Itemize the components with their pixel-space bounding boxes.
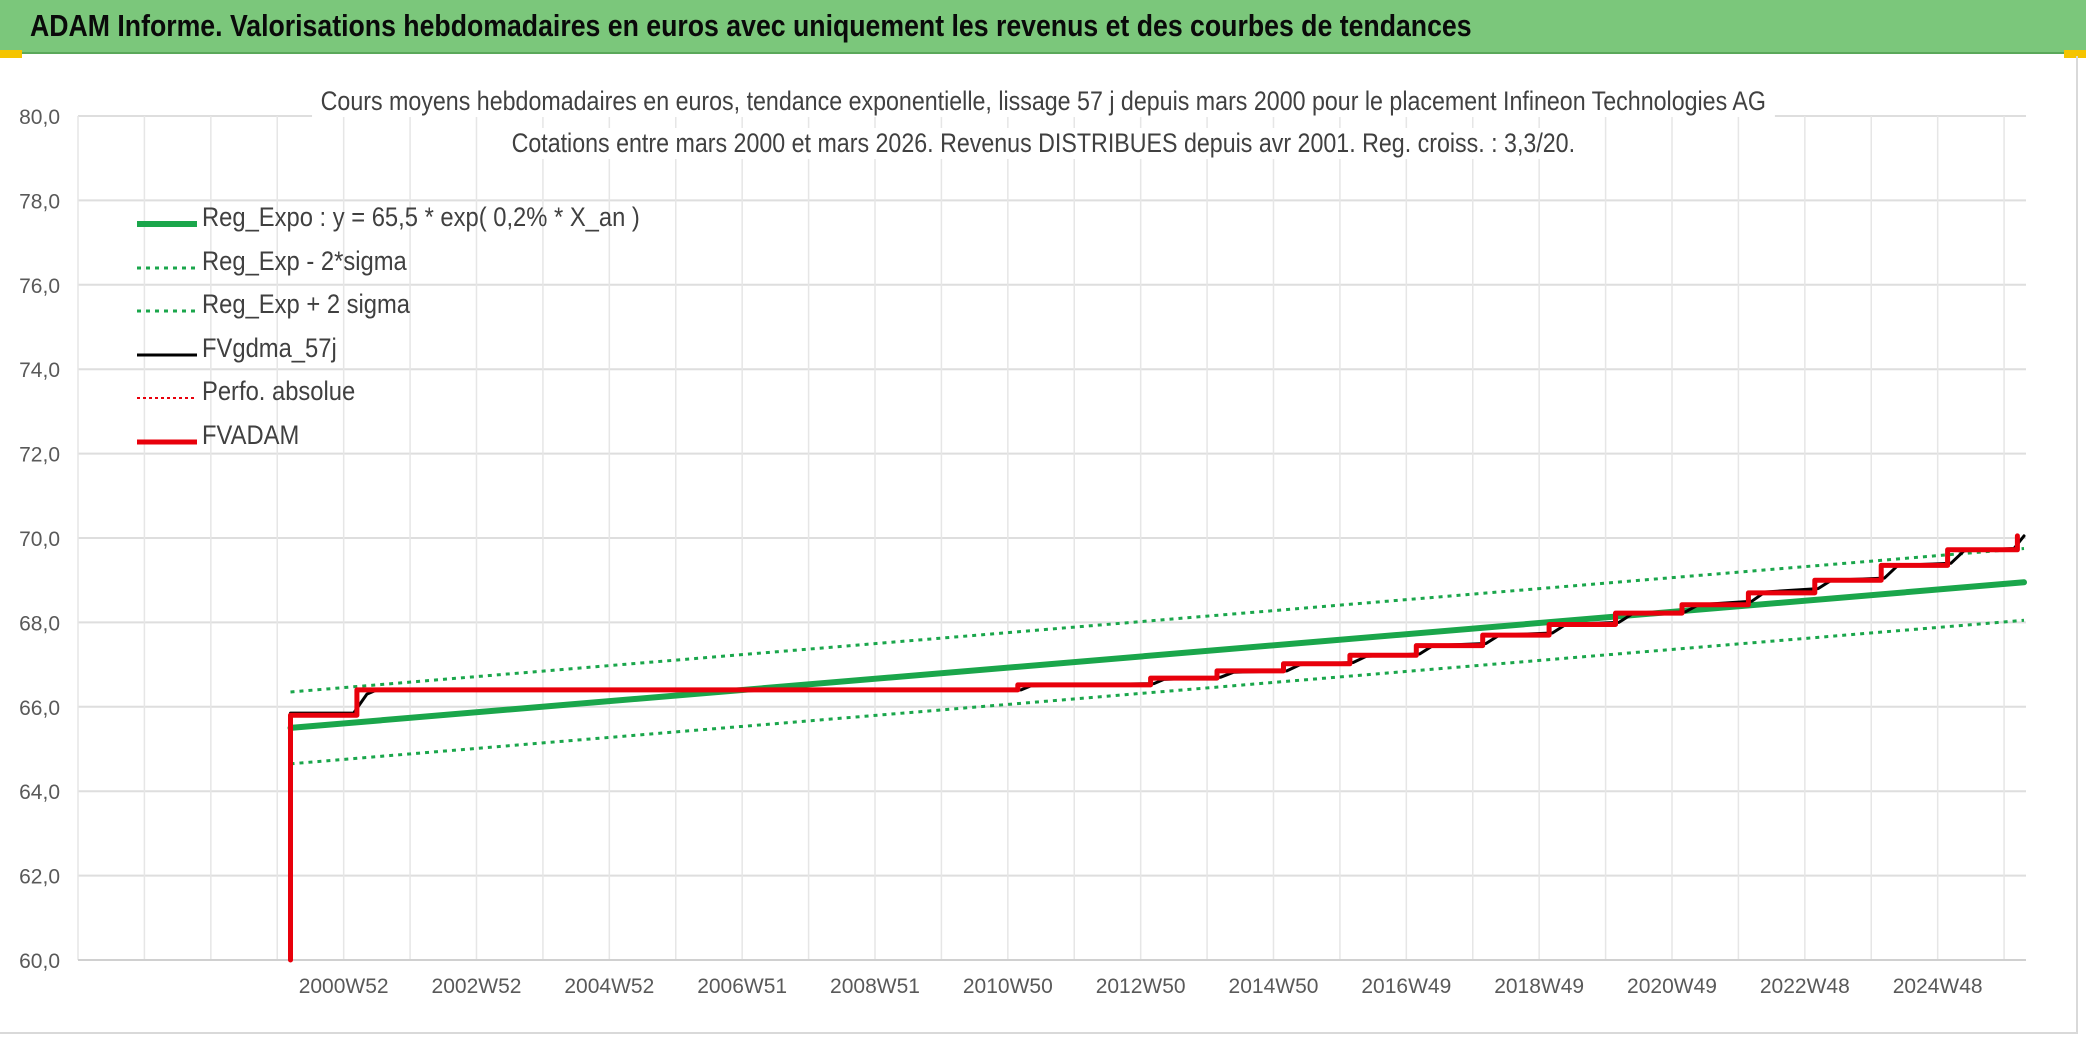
x-tick-label: 2012W50 bbox=[1096, 975, 1186, 998]
y-tick-label: 64,0 bbox=[19, 781, 60, 804]
y-tick-label: 74,0 bbox=[19, 359, 60, 382]
y-tick-label: 72,0 bbox=[19, 444, 60, 467]
series-line-1 bbox=[290, 618, 2025, 766]
x-tick-label: 2020W49 bbox=[1627, 975, 1717, 998]
legend-swatch bbox=[137, 266, 197, 269]
x-tick-label: 2010W50 bbox=[963, 975, 1053, 998]
legend-swatch bbox=[137, 439, 197, 444]
legend-label: Reg_Expo : y = 65,5 * exp( 0,2% * X_an ) bbox=[202, 202, 640, 232]
x-tick-label: 2002W52 bbox=[432, 975, 522, 998]
y-tick-label: 60,0 bbox=[19, 950, 60, 973]
y-tick-label: 68,0 bbox=[19, 612, 60, 635]
x-tick-label: 2024W48 bbox=[1893, 975, 1983, 998]
grid-layer bbox=[77, 115, 2026, 961]
x-tick-label: 2018W49 bbox=[1494, 975, 1584, 998]
series-line-2 bbox=[290, 547, 2025, 694]
y-tick-label: 76,0 bbox=[19, 275, 60, 298]
chart-title-line-2: Cotations entre mars 2000 et mars 2026. … bbox=[502, 128, 1584, 159]
legend-label: FVADAM bbox=[202, 419, 300, 450]
y-tick-label: 62,0 bbox=[19, 866, 60, 889]
chart-title-line-1: Cours moyens hebdomadaires en euros, ten… bbox=[311, 86, 1775, 117]
y-tick-label: 66,0 bbox=[19, 697, 60, 720]
y-tick-label: 70,0 bbox=[19, 528, 60, 551]
series-layer bbox=[287, 533, 2027, 963]
y-tick-label: 78,0 bbox=[19, 190, 60, 213]
x-tick-label: 2006W51 bbox=[697, 975, 787, 998]
x-tick-label: 2000W52 bbox=[299, 975, 389, 998]
x-tick-label: 2022W48 bbox=[1760, 975, 1850, 998]
x-tick-label: 2008W51 bbox=[830, 975, 920, 998]
y-tick-label: 80,0 bbox=[19, 106, 60, 129]
legend-swatch bbox=[137, 397, 197, 399]
legend-label: FVgdma_57j bbox=[202, 332, 337, 363]
chart-title: Cours moyens hebdomadaires en euros, ten… bbox=[0, 86, 2086, 117]
series-line-5 bbox=[288, 533, 2020, 963]
chart-frame bbox=[0, 56, 2078, 1034]
series-line-3 bbox=[289, 534, 2026, 715]
legend-swatch bbox=[137, 309, 197, 313]
legend-label: Perfo. absolue bbox=[202, 376, 356, 406]
header-title: ADAM Informe. Valorisations hebdomadaire… bbox=[30, 8, 1472, 43]
x-tick-label: 2016W49 bbox=[1361, 975, 1451, 998]
header-bar: ADAM Informe. Valorisations hebdomadaire… bbox=[0, 0, 2086, 54]
legend-swatch bbox=[137, 353, 197, 356]
legend-label: Reg_Exp - 2*sigma bbox=[202, 245, 407, 276]
corner-marker bbox=[2064, 50, 2086, 58]
legend-swatch bbox=[137, 221, 197, 227]
x-tick-label: 2004W52 bbox=[564, 975, 654, 998]
corner-marker bbox=[0, 50, 22, 58]
tick-layer: 60,0 62,0 64,0 66,0 68,0 70,0 72,0 74,0 76,0 78,0… bbox=[19, 106, 1982, 998]
legend-label: Reg_Exp + 2 sigma bbox=[202, 289, 411, 319]
chart-subtitle: Cotations entre mars 2000 et mars 2026. … bbox=[0, 128, 2086, 159]
x-tick-label: 2014W50 bbox=[1229, 975, 1319, 998]
